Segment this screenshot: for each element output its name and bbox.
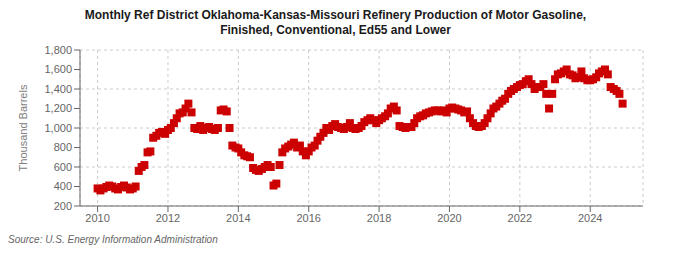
svg-text:200: 200 bbox=[54, 200, 72, 212]
svg-text:1,000: 1,000 bbox=[44, 122, 72, 134]
svg-text:2018: 2018 bbox=[367, 212, 391, 224]
svg-text:1,600: 1,600 bbox=[44, 63, 72, 75]
svg-text:2020: 2020 bbox=[437, 212, 461, 224]
svg-text:800: 800 bbox=[54, 141, 72, 153]
svg-text:600: 600 bbox=[54, 161, 72, 173]
html-text:Source: U.S. Energy Informatio: Source: U.S. Energy Information Administ… bbox=[8, 234, 218, 245]
html-text:Monthly Ref District Oklahoma-: Monthly Ref District Oklahoma-Kansas-Mis… bbox=[84, 8, 587, 37]
svg-text:2022: 2022 bbox=[508, 212, 532, 224]
svg-text:2014: 2014 bbox=[226, 212, 250, 224]
svg-text:1,800: 1,800 bbox=[44, 44, 72, 56]
svg-text:1,200: 1,200 bbox=[44, 102, 72, 114]
svg-text:2010: 2010 bbox=[85, 212, 109, 224]
svg-text:2016: 2016 bbox=[296, 212, 320, 224]
svg-text:2012: 2012 bbox=[156, 212, 180, 224]
svg-text:Thousand Barrels: Thousand Barrels bbox=[17, 84, 29, 171]
svg-text:400: 400 bbox=[54, 180, 72, 192]
svg-text:2024: 2024 bbox=[578, 212, 602, 224]
svg-text:1,400: 1,400 bbox=[44, 83, 72, 95]
